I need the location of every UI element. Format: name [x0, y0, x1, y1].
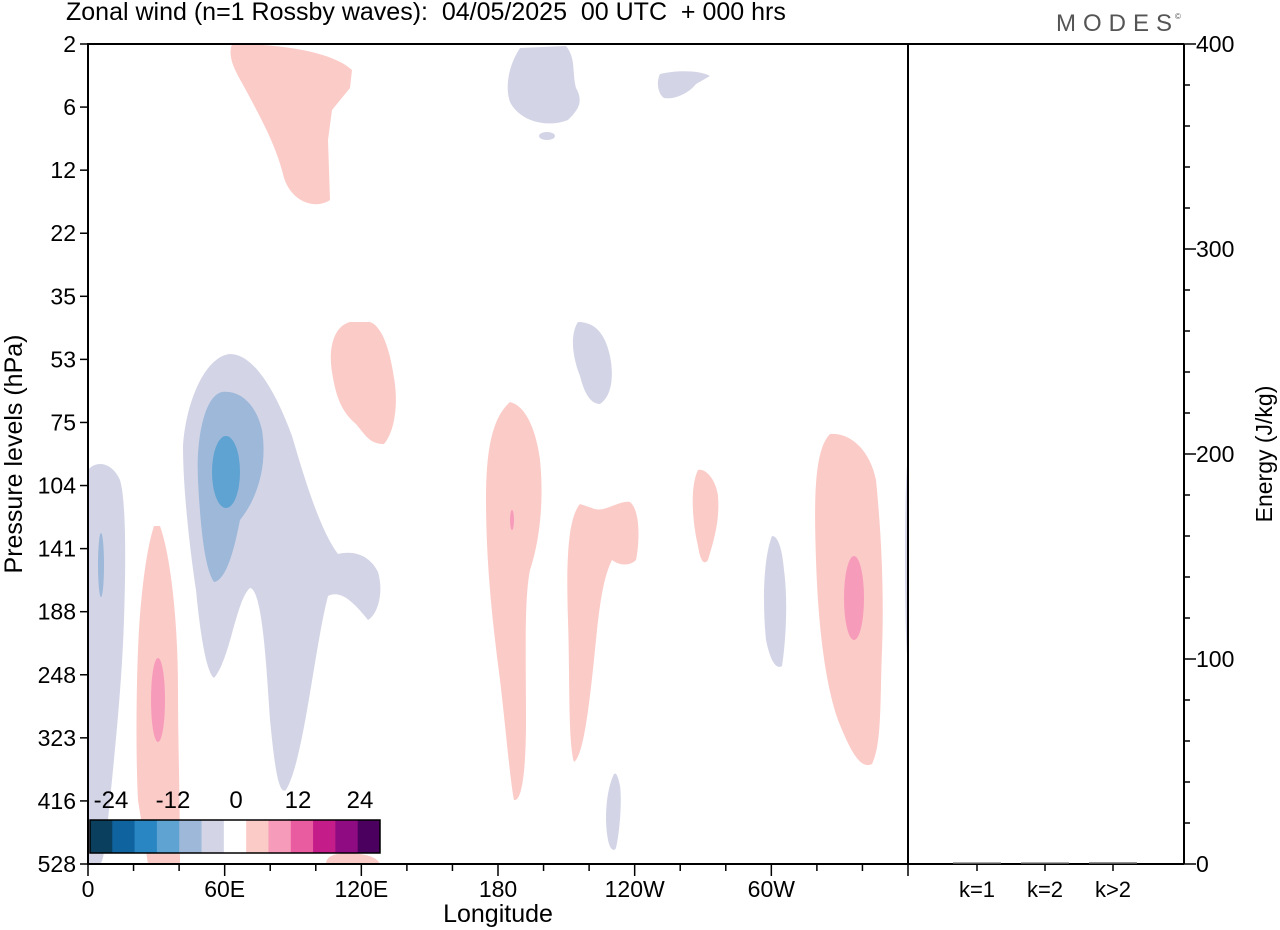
colorbar-border	[89, 819, 381, 854]
y-tick-label: 2	[63, 31, 76, 57]
energy-bar	[953, 862, 1001, 864]
contour-negative-upper-b	[539, 132, 555, 140]
logo-text: MODES	[1056, 10, 1180, 37]
colorbar-swatch	[179, 820, 203, 853]
x-tick-label: 120W	[605, 876, 665, 902]
colorbar-swatch	[246, 820, 269, 853]
energy-tick-label: 400	[1196, 31, 1234, 57]
energy-axis-label: Energy (J/kg)	[1251, 386, 1277, 523]
x-tick-label: 60W	[748, 876, 796, 902]
energy-axis: 0 100 200 300 400	[1184, 31, 1234, 877]
y-tick-label: 188	[38, 599, 76, 625]
y-tick-label: 416	[38, 788, 76, 814]
colorbar-swatch	[156, 820, 180, 853]
colorbar-label: 12	[285, 787, 312, 814]
energy-tick-label: 300	[1196, 236, 1234, 262]
x-tick-label: 0	[82, 876, 95, 902]
y-tick-label: 6	[63, 94, 76, 120]
contour-positive-low-d	[692, 469, 719, 563]
contour-negative-peak	[212, 436, 240, 508]
y-tick-label: 22	[50, 220, 76, 246]
contour-negative-mid-b	[572, 322, 612, 404]
contour-negative-upper-c	[657, 71, 710, 99]
contour-negative-low-c	[606, 773, 621, 850]
colorbar-swatch	[268, 820, 292, 853]
contour-negative-upper-a	[507, 46, 580, 124]
chart-title: Zonal wind (n=1 Rossby waves): 04/05/202…	[66, 0, 786, 26]
energy-bar	[1089, 862, 1137, 864]
colorbar-swatch	[335, 820, 359, 853]
y-tick-label: 12	[50, 157, 76, 183]
contour-positive-upper	[230, 44, 352, 205]
energy-category-label: k=2	[1027, 877, 1063, 902]
contour-negative-left-core	[98, 533, 104, 597]
energy-bar	[1021, 862, 1069, 864]
x-tick-label: 120E	[334, 876, 388, 902]
colorbar-label: 0	[229, 787, 242, 814]
contour-negative-low-b	[764, 536, 787, 667]
x-tick-label: 60E	[204, 876, 245, 902]
contour-positive-mid-a	[330, 322, 396, 444]
energy-category-label: k>2	[1095, 877, 1131, 902]
contour-positive-peak-b	[510, 510, 514, 530]
energy-tick-label: 200	[1196, 441, 1234, 467]
colorbar-swatch	[357, 820, 381, 853]
modes-logo: MODES©	[1056, 10, 1185, 38]
colorbar-swatch	[112, 820, 136, 853]
colorbar-label: 24	[347, 787, 374, 814]
colorbar-swatch	[290, 820, 314, 853]
contour-positive-bottom	[326, 853, 380, 864]
energy-tick-label: 0	[1196, 851, 1209, 877]
colorbar-swatch	[201, 820, 225, 853]
y-tick-label: 35	[50, 283, 76, 309]
contour-field	[88, 44, 908, 864]
y-tick-label: 528	[38, 851, 76, 877]
x-axis: 0 60E 120E 180 120W 60W	[82, 864, 909, 902]
colorbar-swatch	[313, 820, 336, 853]
y-tick-label: 53	[50, 346, 76, 372]
colorbar-swatch	[90, 820, 113, 853]
colorbar-swatches	[90, 820, 381, 853]
colorbar-swatch	[134, 820, 158, 853]
x-tick-label: 180	[479, 876, 517, 902]
contour-negative-left	[88, 464, 126, 864]
contour-positive-low-b	[486, 402, 542, 801]
contour-positive-low-c	[567, 501, 639, 762]
x-axis-label: Longitude	[443, 900, 553, 928]
y-axis-label: Pressure levels (hPa)	[0, 335, 28, 574]
logo-mark: ©	[1175, 12, 1181, 21]
y-tick-label: 323	[38, 725, 76, 751]
energy-tick-label: 100	[1196, 646, 1234, 672]
energy-category-label: k=1	[959, 877, 995, 902]
contour-positive-peak-e	[844, 556, 864, 640]
y-tick-label: 248	[38, 662, 76, 688]
colorbar-label: -12	[156, 787, 191, 814]
colorbar: -24 -12 0 12 24	[89, 787, 381, 854]
colorbar-swatch	[223, 820, 247, 853]
y-tick-label: 104	[38, 473, 77, 499]
colorbar-label: -24	[94, 787, 129, 814]
y-tick-label: 75	[50, 409, 76, 435]
y-axis: 2 6 12 22 35 53 75 104 141 188 248 323 416 528	[38, 31, 88, 877]
contour-positive-peak-a	[151, 658, 165, 742]
y-tick-label: 141	[38, 536, 76, 562]
energy-bars: k=1 k=2 k>2	[953, 862, 1137, 902]
